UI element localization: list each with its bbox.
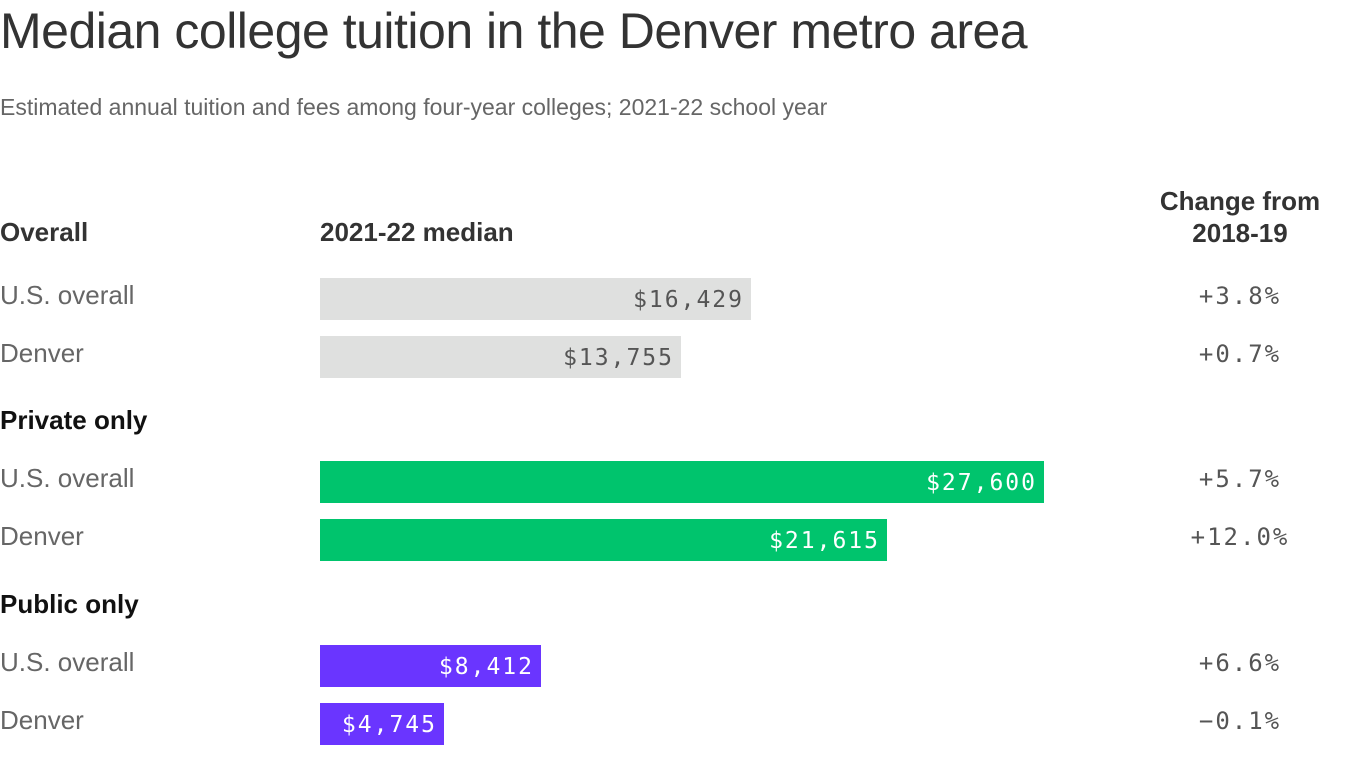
bar: $16,429 (320, 278, 751, 320)
row-label: U.S. overall (0, 463, 135, 493)
row-label: Denver (0, 338, 84, 368)
bar: $21,615 (320, 519, 887, 561)
change-value: +5.7% (1198, 465, 1282, 493)
bar: $4,745 (320, 703, 444, 745)
bar-value-label: $27,600 (926, 470, 1037, 496)
row-label: Denver (0, 521, 84, 551)
change-value: +3.8% (1198, 282, 1282, 310)
bar-value-label: $21,615 (769, 528, 880, 554)
bar-value-label: $13,755 (563, 345, 674, 371)
category-column-header: Overall (0, 217, 89, 247)
change-value: +12.0% (1190, 523, 1290, 551)
bar-value-label: $8,412 (438, 654, 534, 680)
change-value: +6.6% (1198, 649, 1282, 677)
row-label: U.S. overall (0, 280, 135, 310)
change-value: −0.1% (1198, 707, 1282, 735)
row-label: Denver (0, 705, 84, 735)
chart-subtitle: Estimated annual tuition and fees among … (0, 94, 828, 120)
bar: $13,755 (320, 336, 681, 378)
group-label: Public only (0, 589, 139, 619)
bar: $27,600 (320, 461, 1044, 503)
value-column-header: 2021-22 median (320, 217, 514, 247)
chart-title: Median college tuition in the Denver met… (0, 3, 1028, 59)
bar-value-label: $4,745 (341, 712, 437, 738)
change-value: +0.7% (1198, 340, 1282, 368)
bar-value-label: $16,429 (633, 287, 744, 313)
bar: $8,412 (320, 645, 541, 687)
row-label: U.S. overall (0, 647, 135, 677)
group-label: Private only (0, 405, 148, 435)
change-column-header: Change from 2018-19 (1159, 186, 1321, 248)
